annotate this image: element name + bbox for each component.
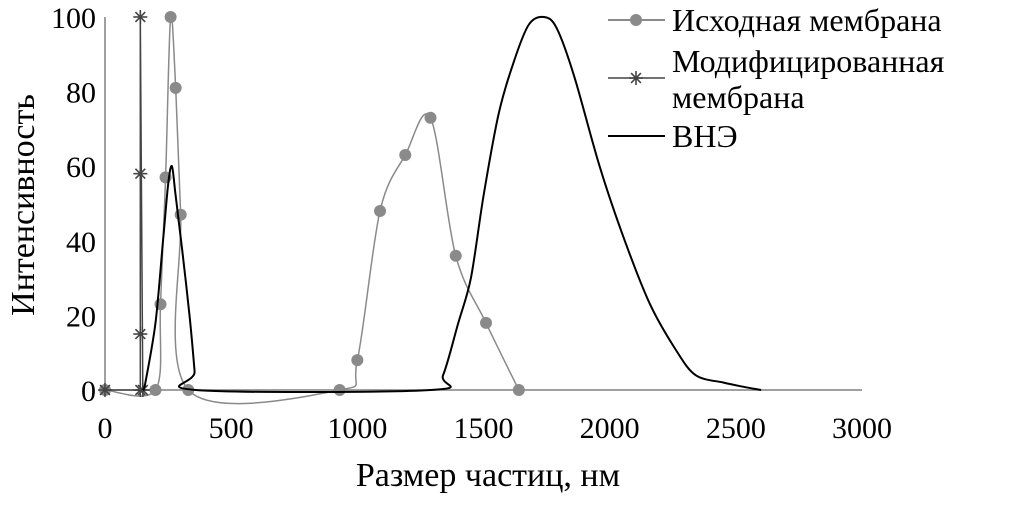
- data-point: [374, 204, 387, 217]
- x-tick-label: 500: [209, 412, 254, 445]
- data-point: [399, 149, 412, 162]
- y-tick-label: 40: [66, 226, 96, 259]
- data-point: [164, 11, 177, 23]
- x-tick-label: 2000: [580, 412, 640, 445]
- data-point: [424, 111, 437, 124]
- data-point: [480, 316, 493, 329]
- x-tick-label: 3000: [832, 412, 892, 445]
- data-point: [133, 10, 148, 24]
- data-point: [133, 166, 148, 181]
- data-point: [351, 354, 364, 367]
- x-tick-labels: 0 500 1000 1500 2000 2500 3000: [98, 412, 893, 445]
- legend-label-original: Исходная мембрана: [672, 2, 942, 38]
- x-tick-label: 1500: [454, 412, 514, 445]
- series-original-membrane-line: [104, 13, 520, 405]
- data-point: [133, 327, 148, 342]
- plot-area: [98, 10, 762, 405]
- data-point: [449, 249, 462, 262]
- legend-item-vne: ВНЭ: [608, 118, 738, 154]
- x-tick-label: 2500: [706, 412, 766, 445]
- x-axis-title: Размер частиц, нм: [356, 457, 620, 494]
- legend: Исходная мембрана Модифицированная мембр…: [608, 2, 952, 154]
- y-tick-labels: 0 20 40 60 80 100: [51, 2, 96, 408]
- y-tick-label: 60: [66, 151, 96, 184]
- series-vne: [141, 15, 762, 394]
- legend-label-vne: ВНЭ: [672, 118, 738, 154]
- series-vne-line: [141, 15, 762, 394]
- legend-label-modified-line2: мембрана: [672, 79, 805, 115]
- y-tick-label: 100: [51, 2, 96, 35]
- legend-marker-original: [630, 14, 642, 26]
- legend-asterisk-shape: [629, 71, 643, 85]
- series-modified-membrane: [98, 10, 150, 397]
- legend-label-modified-line1: Модифицированная: [672, 43, 945, 79]
- series-original-membrane: [99, 11, 525, 405]
- x-tick-label: 0: [98, 412, 113, 445]
- y-tick-label: 80: [66, 77, 96, 110]
- y-tick-label: 0: [81, 375, 96, 408]
- data-point: [98, 383, 112, 397]
- legend-label-modified: Модифицированная мембрана: [672, 43, 952, 115]
- data-point: [149, 384, 162, 396]
- data-point: [169, 81, 182, 94]
- legend-item-modified: Модифицированная мембрана: [608, 43, 952, 115]
- data-point: [333, 384, 346, 396]
- y-axis-title: Интенсивность: [5, 94, 42, 316]
- legend-marker-modified: [629, 71, 643, 85]
- y-tick-label: 20: [66, 300, 96, 333]
- legend-item-original: Исходная мембрана: [608, 2, 942, 38]
- x-tick-label: 1000: [327, 412, 387, 445]
- data-point: [512, 384, 525, 396]
